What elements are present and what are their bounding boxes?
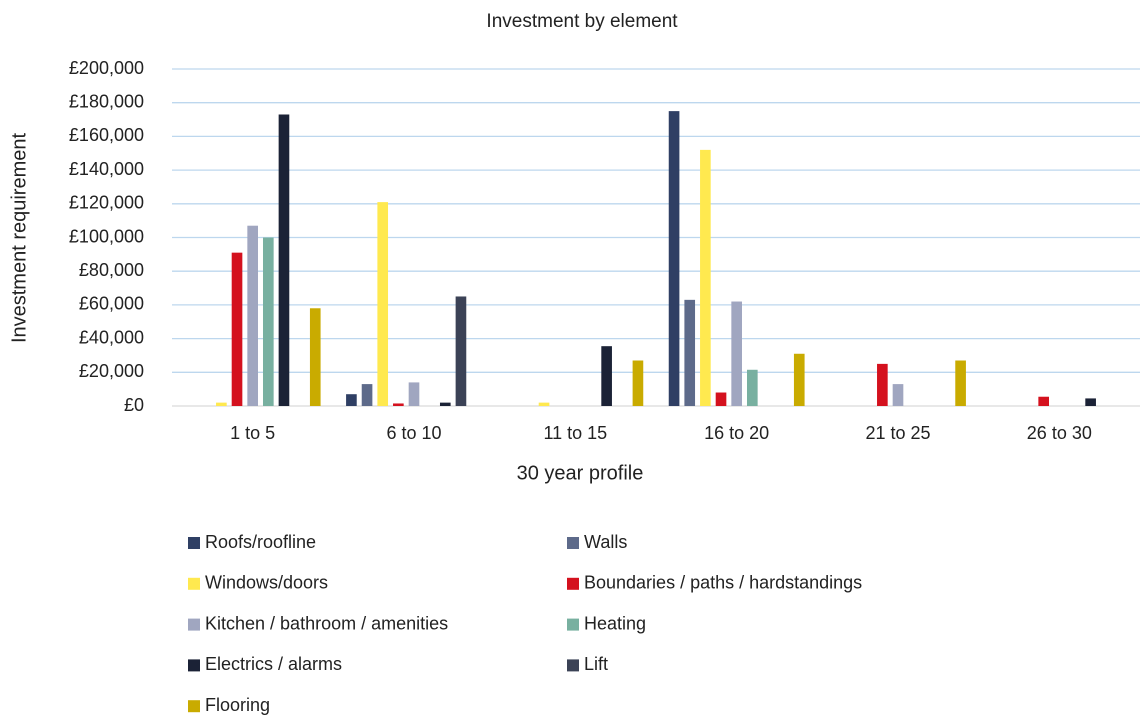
- bar: [700, 149, 711, 406]
- legend-label: Boundaries / paths / hardstandings: [584, 573, 862, 593]
- legend-label: Windows/doors: [205, 573, 328, 593]
- legend-swatch: [188, 577, 200, 590]
- bar: [538, 402, 550, 406]
- bar: [408, 382, 420, 406]
- y-tick-label: £140,000: [69, 159, 144, 179]
- legend-swatch: [567, 618, 579, 631]
- y-tick-label: £80,000: [79, 260, 144, 280]
- bar: [601, 346, 612, 406]
- bar: [262, 237, 274, 406]
- y-tick-label: £200,000: [69, 58, 144, 78]
- bar: [278, 114, 290, 407]
- bar: [731, 301, 742, 406]
- x-tick-label: 21 to 25: [865, 423, 930, 443]
- x-tick-label: 11 to 15: [543, 423, 607, 443]
- y-tick-label: £20,000: [79, 361, 144, 381]
- bar: [1038, 396, 1050, 406]
- x-tick-label: 16 to 20: [704, 423, 769, 443]
- bar: [393, 403, 404, 406]
- bar: [247, 225, 258, 406]
- chart-title: Investment by element: [486, 11, 678, 32]
- legend-swatch: [567, 577, 579, 590]
- bar: [955, 360, 966, 406]
- bar: [346, 394, 357, 406]
- legend-label: Flooring: [205, 695, 270, 715]
- legend-swatch: [567, 659, 579, 672]
- x-axis-title: 30 year profile: [517, 462, 644, 484]
- y-tick-label: £60,000: [79, 294, 144, 314]
- bar: [793, 353, 805, 406]
- bar: [668, 111, 680, 406]
- y-axis-title: Investment requirement: [8, 133, 30, 344]
- bar: [715, 392, 727, 406]
- x-tick-label: 26 to 30: [1027, 423, 1092, 443]
- legend-label: Lift: [584, 654, 608, 674]
- legend-swatch: [188, 659, 200, 672]
- legend-swatch: [188, 537, 200, 549]
- bar: [892, 384, 904, 406]
- bar: [439, 402, 451, 406]
- bar: [632, 360, 644, 406]
- y-tick-label: £120,000: [69, 193, 144, 213]
- legend-label: Heating: [584, 613, 646, 633]
- bar: [684, 299, 696, 406]
- bar: [877, 363, 888, 406]
- y-tick-label: £100,000: [69, 226, 144, 246]
- legend-label: Kitchen / bathroom / amenities: [205, 613, 448, 633]
- legend-label: Roofs/roofline: [205, 532, 316, 552]
- y-tick-label: £40,000: [79, 327, 144, 347]
- legend-swatch: [188, 618, 200, 631]
- bar: [216, 402, 227, 406]
- y-tick-label: £160,000: [69, 125, 144, 145]
- y-tick-label: £180,000: [69, 91, 144, 111]
- x-tick-label: 6 to 10: [386, 423, 441, 443]
- bar: [746, 369, 758, 406]
- legend-swatch: [188, 700, 200, 713]
- legend-label: Walls: [584, 532, 627, 552]
- y-tick-label: £0: [124, 395, 144, 415]
- bar: [1085, 398, 1096, 406]
- bar: [309, 308, 321, 406]
- x-tick-label: 1 to 5: [230, 423, 275, 443]
- bar: [455, 296, 467, 406]
- legend-swatch: [567, 537, 579, 549]
- bar: [377, 202, 389, 406]
- bar: [361, 384, 373, 406]
- legend-label: Electrics / alarms: [205, 654, 342, 674]
- bar: [231, 252, 243, 406]
